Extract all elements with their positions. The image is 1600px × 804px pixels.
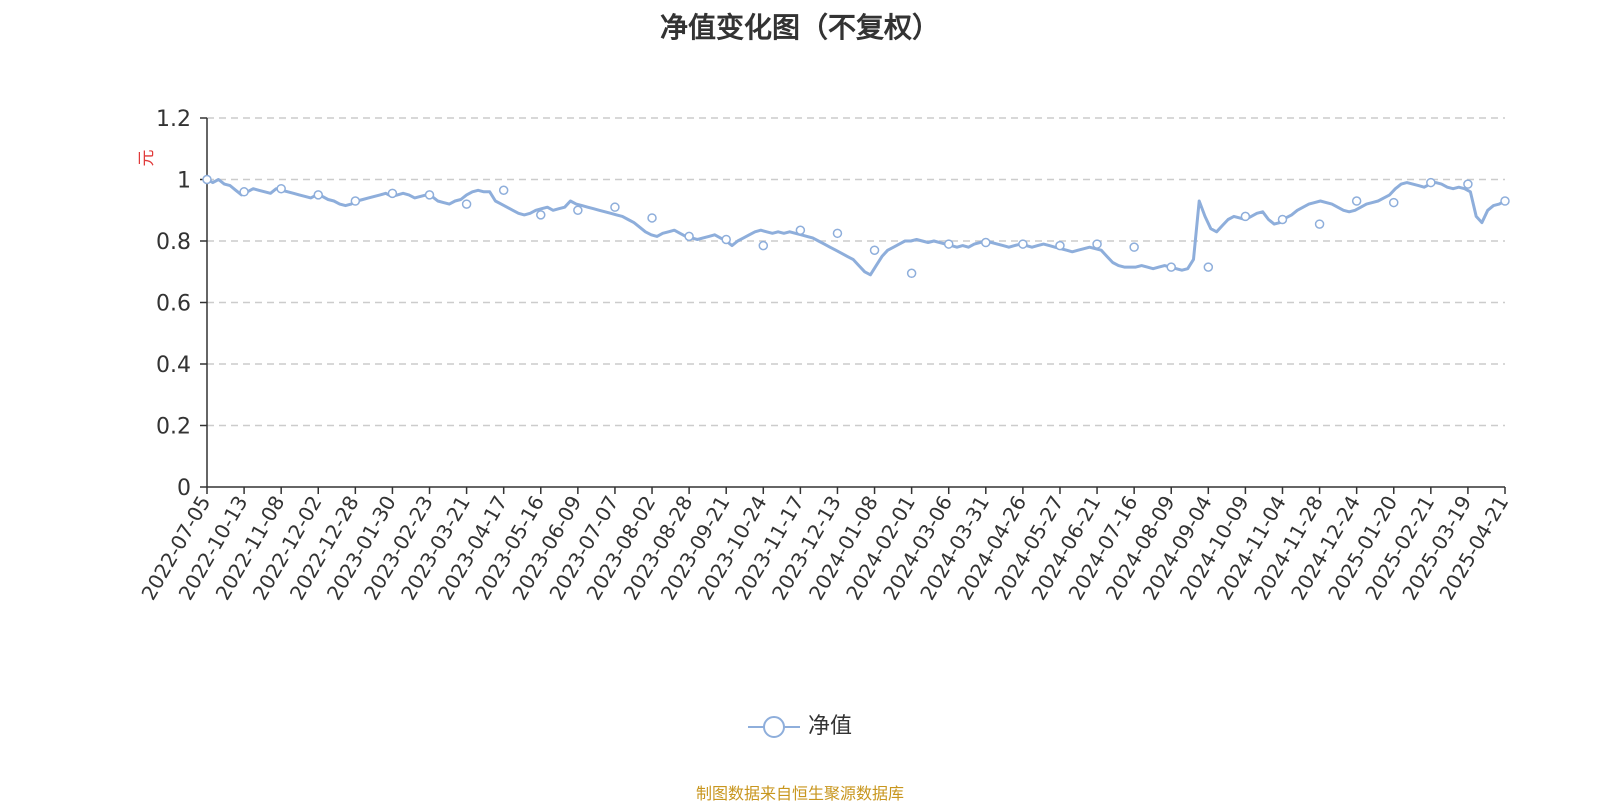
- data-point-marker: [1500, 196, 1510, 206]
- data-point-marker: [1129, 242, 1139, 252]
- data-point-marker: [350, 196, 361, 206]
- x-tick-labels: 2022-07-052022-10-132022-11-082022-12-02…: [136, 487, 1513, 604]
- y-tick-label: 1: [177, 169, 191, 194]
- y-tick-label: 0.8: [156, 230, 191, 255]
- data-point-marker: [424, 190, 435, 200]
- y-tick-label: 0.6: [156, 292, 191, 317]
- data-point-marker: [1463, 179, 1473, 189]
- source-note: 制图数据来自恒生聚源数据库: [695, 784, 904, 803]
- data-point-marker: [498, 185, 509, 196]
- y-tick-label: 1.2: [156, 107, 191, 132]
- data-point-marker: [276, 183, 286, 194]
- legend-line-marker-icon: [747, 716, 800, 738]
- net-value-line: [206, 178, 1506, 277]
- legend[interactable]: 净值: [0, 708, 1600, 740]
- data-point-marker: [1018, 239, 1028, 249]
- data-point-marker: [573, 205, 583, 215]
- y-tick-label: 0.4: [156, 353, 191, 378]
- data-point-marker: [313, 190, 324, 200]
- grid-lines: [207, 117, 1505, 427]
- data-point-marker: [869, 245, 880, 255]
- data-point-marker: [758, 240, 769, 251]
- data-point-marker: [1388, 197, 1399, 208]
- data-point-marker: [943, 239, 954, 249]
- data-point-marker: [610, 202, 620, 212]
- data-point-marker: [1314, 219, 1325, 229]
- legend-label: 净值: [807, 714, 852, 739]
- data-point-marker: [981, 237, 991, 248]
- data-point-marker: [721, 234, 731, 245]
- y-tick-label: 0.2: [156, 415, 191, 440]
- data-point-marker: [1426, 177, 1436, 188]
- data-point-marker: [202, 174, 212, 185]
- data-point-marker: [387, 188, 398, 199]
- data-point-marker: [1240, 211, 1251, 222]
- data-point-marker: [1166, 262, 1176, 272]
- data-point-marker: [1203, 262, 1214, 272]
- data-point-marker: [1055, 240, 1065, 251]
- data-point-marker: [832, 228, 843, 239]
- data-point-marker: [906, 268, 917, 279]
- data-point-marker: [239, 187, 249, 197]
- net-value-markers: [202, 174, 1510, 279]
- data-point-marker: [1092, 239, 1102, 249]
- data-point-marker: [461, 199, 472, 209]
- y-tick-label: 0: [177, 476, 191, 501]
- data-point-marker: [1277, 214, 1288, 225]
- chart-title: 净值变化图（不复权）: [659, 11, 940, 44]
- y-axis-unit-label: 元: [137, 150, 157, 167]
- data-point-marker: [684, 231, 694, 242]
- y-tick-labels: 0 0.2 0.4 0.6 0.8 1 1.2: [156, 107, 207, 501]
- series-net-value: [206, 178, 1506, 277]
- data-point-marker: [1351, 196, 1362, 206]
- data-point-marker: [536, 210, 546, 220]
- data-point-marker: [795, 225, 806, 235]
- data-point-marker: [647, 213, 657, 223]
